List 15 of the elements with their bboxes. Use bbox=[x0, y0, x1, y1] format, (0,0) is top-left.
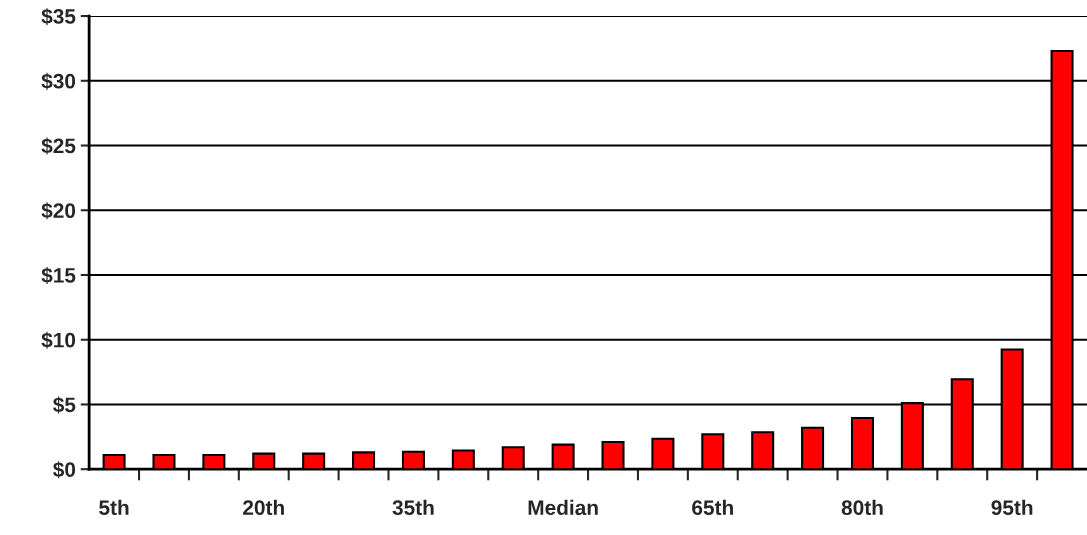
y-tick-label: $30 bbox=[41, 72, 76, 90]
y-tick-label: $10 bbox=[41, 331, 76, 349]
x-tick-label: 95th bbox=[991, 499, 1033, 516]
x-tick-label: 5th bbox=[99, 499, 129, 516]
x-tick-label: 20th bbox=[243, 499, 284, 516]
y-tick-label: $5 bbox=[53, 396, 76, 414]
x-tick-label: 80th bbox=[841, 499, 883, 516]
y-tick-label: $35 bbox=[41, 8, 76, 26]
x-tick-label: Median bbox=[528, 499, 598, 516]
y-tick-label: $15 bbox=[41, 267, 76, 285]
y-tick-label: $0 bbox=[53, 461, 76, 479]
x-tick-label: 35th bbox=[392, 499, 434, 516]
x-tick-label: 65th bbox=[692, 499, 733, 516]
y-tick-label: $25 bbox=[41, 137, 76, 155]
y-tick-label: $20 bbox=[41, 202, 76, 220]
